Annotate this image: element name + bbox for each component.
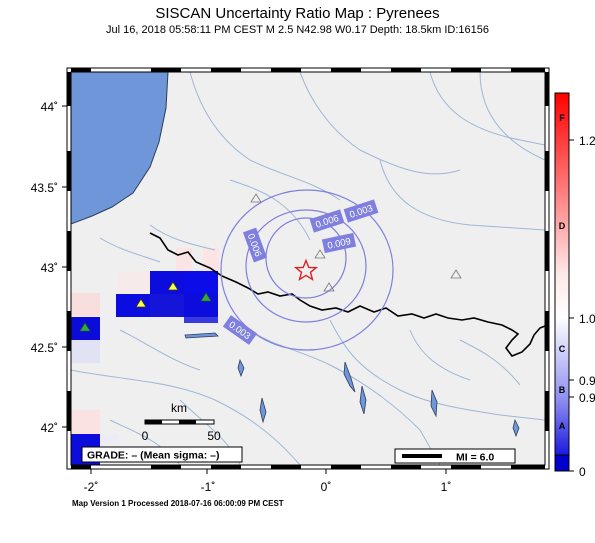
grade-text: GRADE: – (Mean sigma: –) (87, 450, 219, 462)
lon-label: -2˚ (84, 480, 99, 494)
colorbar-letter: C (559, 344, 566, 354)
stations (79, 193, 462, 332)
star-icon (293, 258, 319, 282)
lon-label: 1˚ (441, 480, 452, 494)
uncertainty-grid (71, 248, 219, 465)
colorbar-value: 0 (579, 465, 586, 479)
national-border (149, 232, 545, 357)
event-subtitle: Jul 16, 2018 05:58:11 PM CEST M 2.5 N42.… (106, 24, 489, 36)
station-triangle-icon (200, 292, 212, 302)
lat-label: 42.5˚ (31, 341, 58, 355)
lon-label: -1˚ (201, 480, 216, 494)
grade-box: GRADE: – (Mean sigma: –) (81, 446, 243, 463)
map-title: SISCAN Uncertainty Ratio Map : Pyrenees (155, 5, 440, 22)
svg-text:0.009: 0.009 (326, 236, 352, 252)
lat-label: 43.5˚ (31, 181, 58, 195)
mi-legend: MI = 6.0 (394, 448, 516, 464)
station-triangle-icon (250, 193, 262, 203)
map-frame (62, 67, 550, 474)
colorbar-value: 0.9 (579, 374, 595, 388)
station-triangle-icon (79, 322, 91, 332)
station-triangle-icon (135, 298, 147, 308)
lat-label: 42˚ (41, 421, 58, 435)
processing-footer: Map Version 1 Processed 2018-07-16 06:00… (72, 499, 284, 508)
colorbar-letter: A (559, 421, 566, 431)
rivers (71, 72, 545, 465)
lon-label: 0˚ (321, 480, 332, 494)
station-triangle-icon (167, 281, 179, 291)
colorbar-letter: B (559, 385, 566, 395)
scale-bar: km 0 50 (142, 401, 221, 443)
reservoirs (184, 332, 520, 438)
contour-label-3: 0.009 (321, 232, 357, 254)
colorbar-letter: F (559, 113, 565, 123)
colorbar-value: 1.0 (579, 312, 595, 326)
colorbar-letter: D (559, 221, 566, 231)
lat-label: 43˚ (41, 261, 58, 275)
scale-tick: 50 (207, 429, 221, 443)
mi-text: MI = 6.0 (456, 452, 494, 464)
station-triangle-icon (323, 282, 335, 292)
lat-label: 44˚ (41, 100, 58, 114)
station-triangle-icon (314, 249, 326, 259)
scale-tick: 0 (142, 429, 149, 443)
colorbar-value: 0.9 (579, 391, 595, 405)
scale-unit: km (171, 401, 187, 415)
colorbar-value: 1.2 (579, 134, 595, 148)
colorbar: F D C B A 1.2 1.0 0.9 0.9 0 (554, 92, 595, 479)
sea-area (71, 72, 169, 225)
station-triangle-icon (450, 269, 462, 279)
